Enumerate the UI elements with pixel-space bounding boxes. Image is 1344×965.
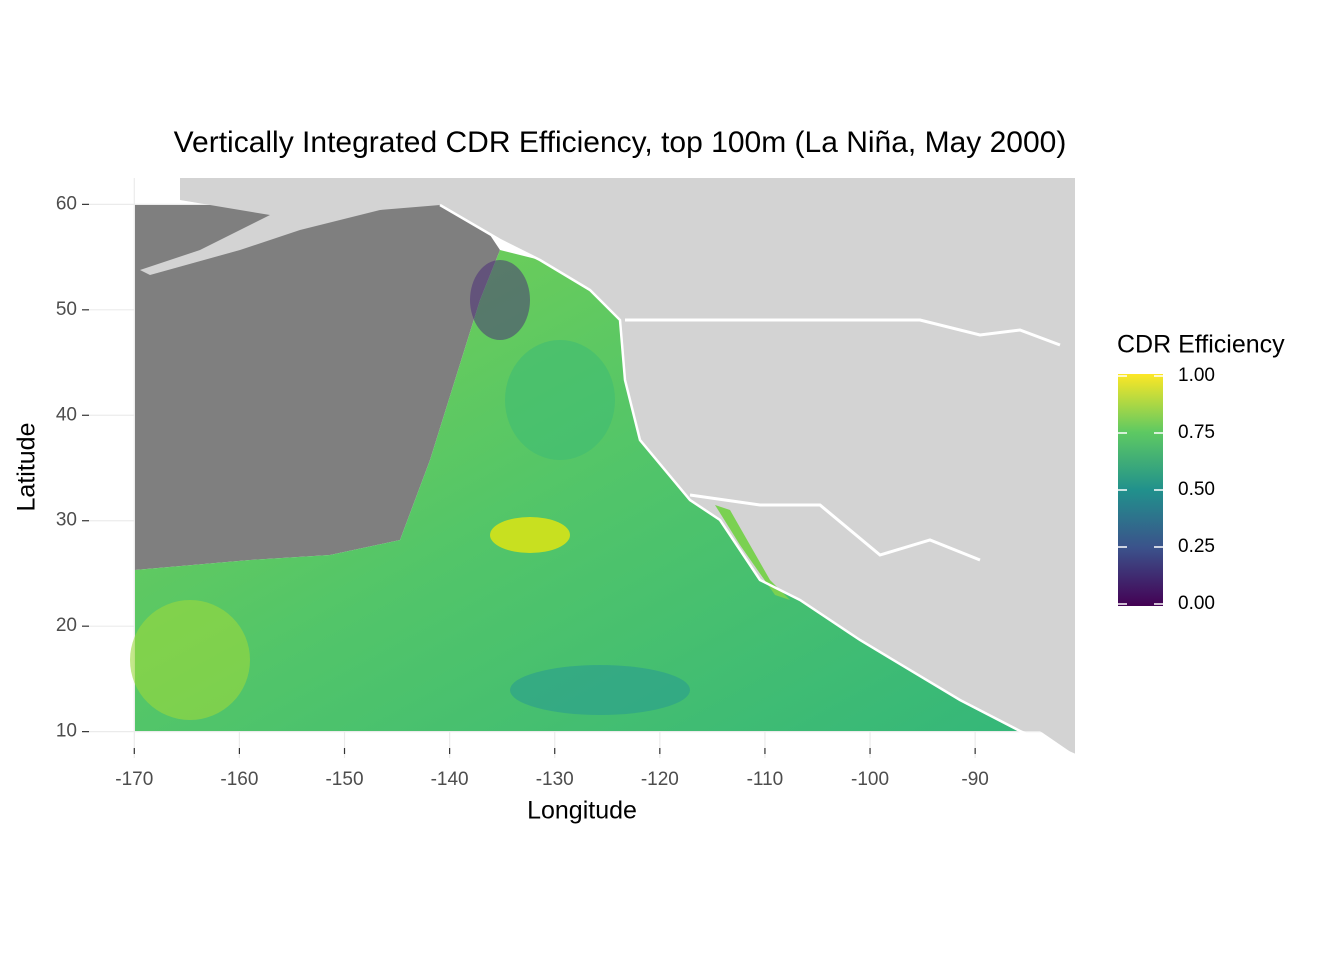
y-tick-label: 60 (56, 193, 77, 214)
land (715, 505, 790, 600)
x-tick-label: -90 (961, 769, 988, 790)
y-tick-label: 40 (56, 404, 77, 425)
x-tick-label: -130 (536, 769, 574, 790)
x-tick-label: -150 (325, 769, 363, 790)
legend-tick-label: 1.00 (1178, 365, 1215, 386)
border (625, 318, 1061, 347)
map-layer (130, 178, 1075, 757)
x-tick-label: -100 (851, 769, 889, 790)
land (140, 178, 440, 275)
legend-title: CDR Efficiency (1117, 331, 1285, 359)
raster-feature (510, 665, 690, 715)
y-tick-label: 30 (56, 510, 77, 531)
legend-tick-label: 0.75 (1178, 422, 1215, 443)
ocean-raster (135, 250, 1020, 731)
legend-tick-label: 0.00 (1178, 593, 1215, 614)
raster-feature (470, 260, 530, 340)
x-tick-label: -160 (220, 769, 258, 790)
land (440, 178, 1075, 755)
legend-tick-label: 0.25 (1178, 536, 1215, 557)
raster-feature (505, 340, 615, 460)
y-tick-label: 20 (56, 615, 77, 636)
x-tick-label: -120 (641, 769, 679, 790)
y-tick-label: 10 (56, 721, 77, 742)
x-tick-label: -110 (747, 769, 784, 790)
coastline (439, 203, 1075, 757)
y-axis-label: Latitude (13, 423, 41, 512)
chart-title: Vertically Integrated CDR Efficiency, to… (174, 126, 1067, 159)
x-tick-label: -170 (115, 769, 153, 790)
raster-feature (490, 517, 570, 553)
border (689, 493, 981, 562)
x-axis-label: Longitude (527, 797, 637, 825)
x-tick-label: -140 (431, 769, 469, 790)
legend-tick-label: 0.50 (1178, 479, 1215, 500)
masked-ocean (135, 205, 500, 570)
y-tick-label: 50 (56, 299, 77, 320)
raster-feature (130, 600, 250, 720)
